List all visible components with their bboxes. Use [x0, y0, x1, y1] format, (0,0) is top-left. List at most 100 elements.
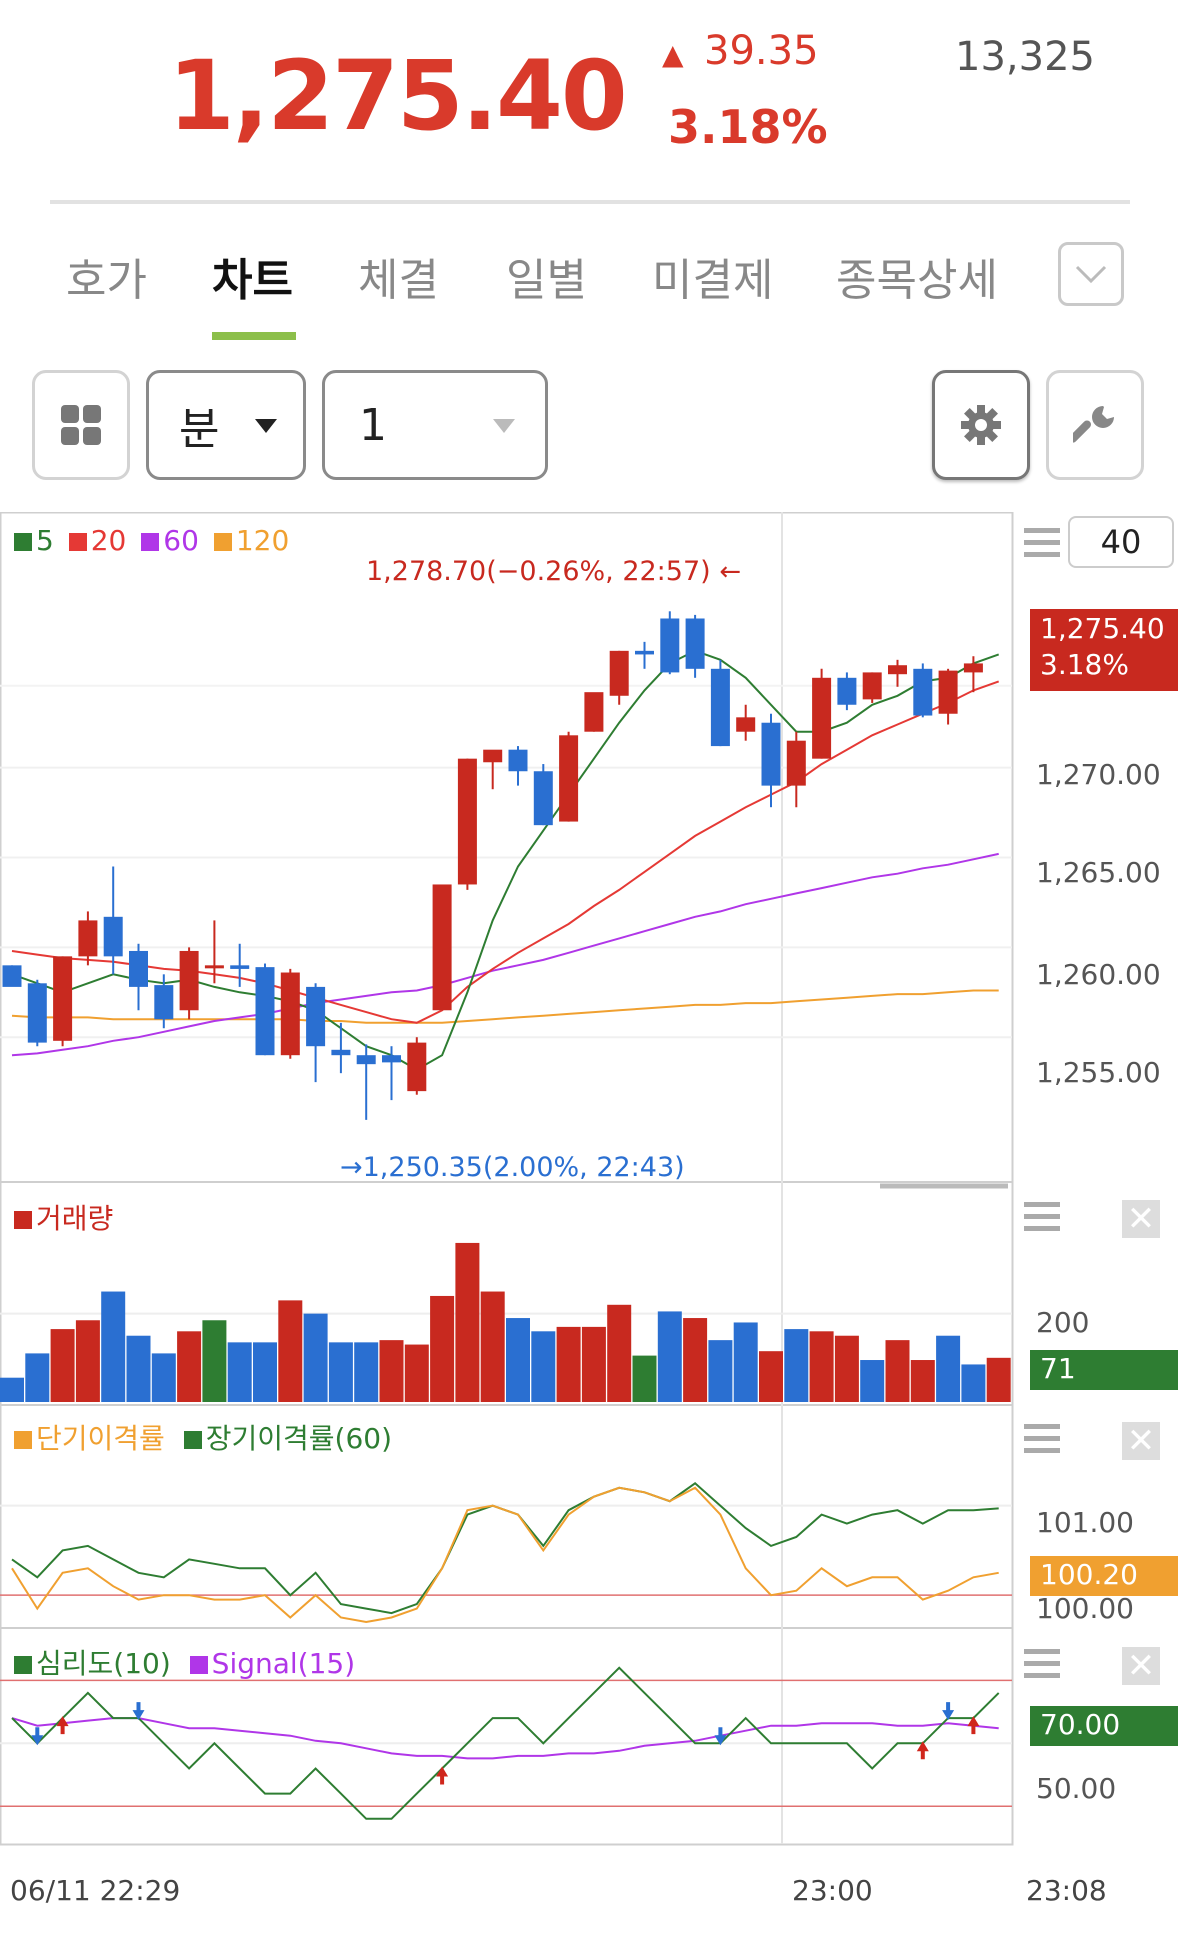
sell-signal-arrow	[942, 1702, 955, 1721]
chevron-down-icon	[1075, 265, 1107, 284]
buy-signal-arrow	[967, 1716, 980, 1735]
psychology-y-tick: 50.00	[1036, 1772, 1117, 1805]
tab-open-interest[interactable]: 미결제	[652, 255, 774, 306]
volume-bar	[328, 1342, 353, 1402]
volume-bar	[404, 1344, 429, 1402]
header-divider	[50, 200, 1130, 204]
caret-down-icon	[255, 419, 277, 433]
plot-border	[0, 512, 1014, 1846]
tab-daily[interactable]: 일별	[506, 255, 587, 306]
volume-panel-close-icon[interactable]: ✕	[1122, 1200, 1160, 1238]
candle	[963, 663, 983, 673]
candle	[204, 965, 224, 969]
active-tab-indicator	[212, 332, 296, 340]
tab-bar: 호가 차트 체결 일별 미결제 종목상세	[0, 230, 1178, 340]
gear-icon	[961, 405, 1001, 445]
psychology-panel-menu-icon[interactable]	[1024, 1649, 1060, 1685]
period-unit-select[interactable]: 분	[146, 370, 306, 480]
volume-bar	[784, 1329, 809, 1402]
ma20-line	[11, 680, 1000, 1024]
volume-bar	[708, 1340, 733, 1402]
ma5-line	[11, 649, 1000, 1071]
price-panel-menu-icon[interactable]	[1024, 528, 1060, 564]
ma60-line	[11, 852, 999, 1057]
candle	[129, 950, 148, 987]
legend-psychology: 심리도(10)	[14, 1647, 171, 1680]
candle	[837, 677, 857, 705]
chart-toolbar: 분 1	[0, 360, 1178, 480]
time-axis-mid: 23:00	[792, 1874, 873, 1907]
buy-signal-arrow	[436, 1766, 449, 1785]
volume-bar	[936, 1335, 961, 1402]
disparity-panel-close-icon[interactable]: ✕	[1122, 1422, 1160, 1460]
volume-bar	[50, 1329, 75, 1402]
legend-ma5: 5	[14, 524, 54, 557]
wrench-icon	[1073, 406, 1114, 443]
disparity-panel-menu-icon[interactable]	[1024, 1424, 1060, 1460]
volume-panel-menu-icon[interactable]	[1024, 1202, 1060, 1238]
volume-bar	[303, 1313, 328, 1402]
current-price: 1,275.40	[168, 40, 628, 152]
candle	[559, 735, 579, 822]
candle	[382, 1055, 401, 1063]
volume-y-tick: 200	[1036, 1306, 1090, 1339]
candle	[660, 618, 680, 673]
ma-legend: 5 20 60 120	[14, 524, 289, 557]
candle	[103, 916, 123, 957]
period-value-select[interactable]: 1	[322, 370, 548, 480]
layout-button[interactable]	[32, 370, 130, 480]
low-annotation: →1,250.35(2.00%, 22:43)	[340, 1152, 685, 1183]
time-axis-end: 23:08	[1026, 1874, 1107, 1907]
psychology-panel-close-icon[interactable]: ✕	[1122, 1647, 1160, 1685]
candle	[938, 670, 958, 714]
drawing-tools-button[interactable]	[1046, 370, 1144, 480]
volume-bar	[809, 1331, 834, 1402]
legend-short-disparity: 단기이격률	[14, 1422, 165, 1455]
price-change: 39.35	[704, 28, 819, 74]
volume-bar	[379, 1340, 404, 1402]
volume-bar	[126, 1335, 151, 1402]
legend-ma60: 60	[141, 524, 199, 557]
chart-settings-button[interactable]	[932, 370, 1030, 480]
signal-line	[11, 1717, 999, 1760]
candle	[862, 672, 882, 700]
chart-canvas[interactable]	[0, 512, 1178, 1862]
volume-bar	[480, 1291, 505, 1402]
y-tick: 1,260.00	[1036, 958, 1161, 991]
chart-area: 5 20 60 120 1,278.70(−0.26%, 22:57) ← →1…	[0, 512, 1178, 1907]
sell-signal-arrow	[714, 1727, 727, 1746]
candle	[812, 677, 832, 759]
current-price-tag: 1,275.40 3.18%	[1030, 609, 1178, 691]
psychology-line	[11, 1666, 1000, 1820]
tabs-more-button[interactable]	[1058, 242, 1124, 306]
volume-bar	[657, 1311, 682, 1402]
candle	[913, 668, 933, 716]
volume-bar	[253, 1342, 277, 1402]
volume-bar	[430, 1295, 455, 1402]
tab-trades[interactable]: 체결	[358, 255, 439, 306]
volume-legend: 거래량	[14, 1197, 113, 1237]
volume-bar	[75, 1320, 100, 1402]
volume-bar	[581, 1326, 606, 1402]
y-tick: 1,270.00	[1036, 758, 1161, 791]
volume-bar	[151, 1353, 176, 1402]
buy-signal-arrow	[56, 1716, 69, 1735]
candle-count-input[interactable]: 40	[1068, 516, 1174, 568]
volume-bar	[759, 1351, 783, 1402]
candle	[306, 986, 326, 1047]
tab-chart[interactable]: 차트	[212, 255, 293, 306]
period-unit-value: 분	[179, 404, 220, 455]
candle	[761, 722, 781, 786]
volume-bar	[101, 1291, 126, 1402]
candle	[2, 965, 22, 987]
up-arrow-icon: ▲	[662, 38, 684, 71]
disparity-y-tick: 100.00	[1036, 1592, 1134, 1625]
candle	[179, 950, 199, 1011]
candle	[584, 692, 604, 732]
candle	[280, 972, 300, 1056]
volume-bar	[683, 1318, 708, 1402]
tab-orderbook[interactable]: 호가	[66, 255, 147, 306]
volume-bar	[177, 1331, 202, 1402]
volume-current-tag: 71	[1030, 1350, 1178, 1390]
tab-details[interactable]: 종목상세	[836, 255, 998, 306]
